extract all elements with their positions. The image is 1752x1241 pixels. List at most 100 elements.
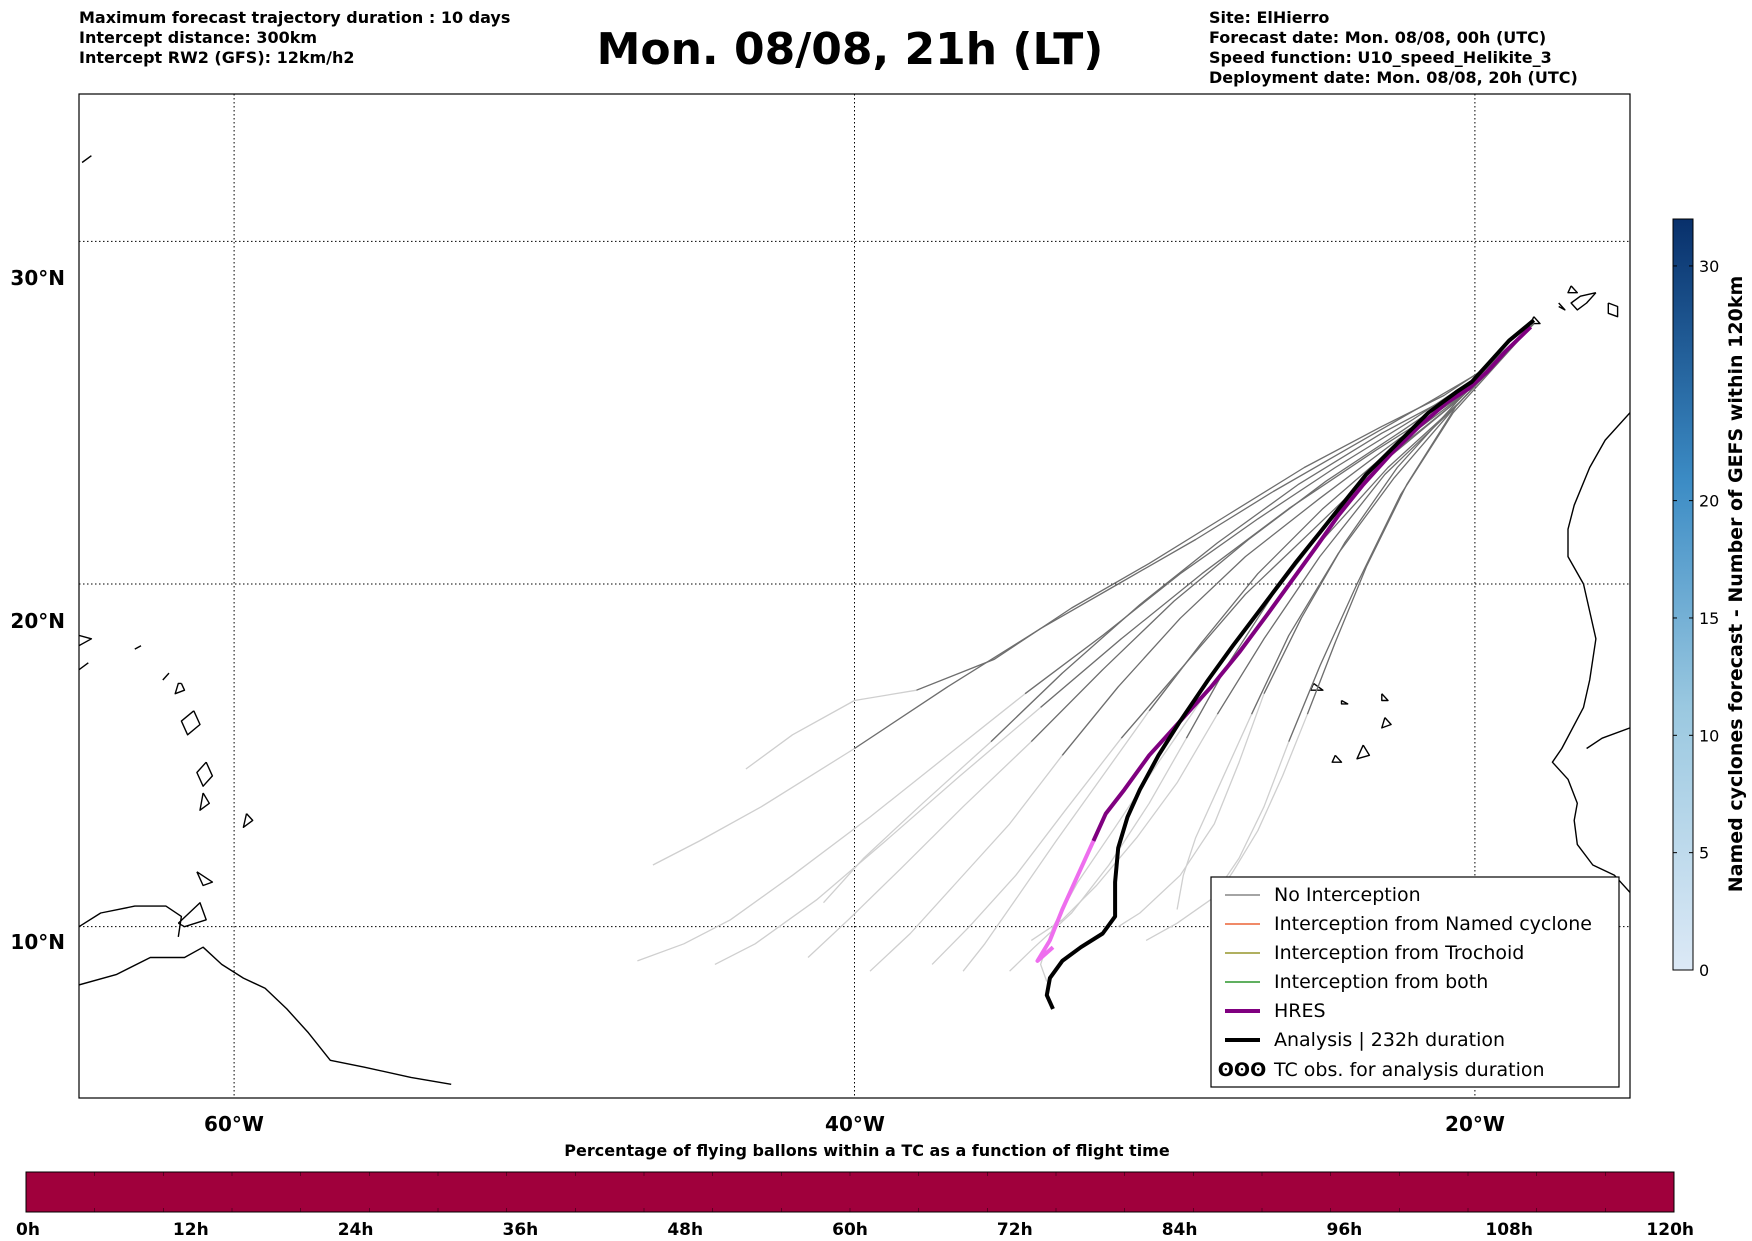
ensemble-track — [1216, 323, 1535, 715]
colorbar-right: 0 5 10 15 20 30 Named cyclones forecast - Num… — [1672, 218, 1747, 980]
coastline — [79, 662, 89, 671]
coastline — [1331, 754, 1343, 763]
coastline — [81, 155, 92, 164]
colorbar-right-tick-label: 10 — [1699, 726, 1719, 745]
legend-box — [1210, 876, 1620, 1088]
intercept-rw2-text: Intercept RW2 (GFS): 12km/h2 — [79, 48, 355, 67]
colorbar-bottom-tick-label: 0h — [16, 1220, 40, 1240]
colorbar-right-tick-label: 20 — [1699, 492, 1719, 511]
coastline — [196, 871, 214, 887]
colorbar-right-bar — [1672, 218, 1694, 971]
coastline — [1570, 292, 1597, 311]
speed-function-text: Speed function: U10_speed_Helikite_3 — [1209, 48, 1552, 67]
lat-tick-label: 10°N — [10, 930, 65, 954]
ensemble-track-late — [1213, 642, 1336, 900]
ensemble-track — [854, 323, 1535, 750]
header-right-info: Site: ElHierro Forecast date: Mon. 08/08… — [1209, 8, 1578, 88]
hres-trajectory — [1035, 325, 1533, 963]
page-title: Mon. 08/08, 21h (LT) — [596, 24, 1104, 75]
coastline — [1381, 717, 1392, 729]
coastline — [79, 905, 183, 938]
colorbar-right-label: Named cyclones forecast - Number of GEFS… — [1725, 276, 1747, 893]
colorbar-bottom-tick-label: 24h — [338, 1220, 374, 1240]
coastline — [79, 634, 93, 647]
colorbar-right-ticks: 0 5 10 15 20 30 — [1673, 257, 1719, 980]
legend-label: Interception from Named cyclone — [1274, 913, 1592, 935]
coastline — [79, 946, 452, 1085]
coastlines — [79, 135, 1661, 1085]
lon-tick-label: 60°W — [204, 1112, 264, 1136]
coastline — [1607, 302, 1619, 318]
legend-label: No Interception — [1274, 884, 1421, 906]
coastline — [242, 813, 254, 828]
legend-label: Interception from Trochoid — [1274, 942, 1524, 964]
colorbar-bottom-tick-labels: 0h 12h 24h 36h 48h 60h 72h 84h 96h 108h 120h — [16, 1220, 1694, 1240]
colorbar-bottom-tick-label: 60h — [832, 1220, 868, 1240]
lon-tick-label: 20°W — [1445, 1112, 1505, 1136]
coastline — [1551, 412, 1630, 893]
map-frame — [78, 93, 1631, 1099]
ensemble-track-late — [745, 658, 995, 770]
ensemble-track — [916, 323, 1535, 691]
legend-label: Interception from both — [1274, 971, 1488, 993]
coastline — [1340, 699, 1349, 705]
legend-label: Analysis | 232h duration — [1274, 1029, 1505, 1051]
coastline — [1567, 285, 1579, 294]
colorbar-bottom-tick-label: 84h — [1162, 1220, 1198, 1240]
ensemble-track — [1263, 323, 1535, 694]
coastline — [1586, 727, 1630, 750]
legend: No Interception Interception from Named … — [1210, 876, 1620, 1088]
ensemble-track — [1207, 323, 1535, 691]
colorbar-bottom-tick-label: 12h — [173, 1220, 209, 1240]
coastline — [180, 710, 201, 736]
ensemble-track — [990, 323, 1535, 743]
ensemble-track — [1288, 323, 1535, 742]
ensemble-track — [1185, 323, 1535, 739]
colorbar-right-tick-label: 30 — [1699, 257, 1719, 276]
coastline — [162, 672, 170, 681]
coastline — [1633, 135, 1661, 149]
intercept-distance-text: Intercept distance: 300km — [79, 28, 318, 47]
hres-track — [1091, 325, 1533, 842]
lat-tick-label: 30°N — [10, 266, 65, 290]
site-text: Site: ElHierro — [1209, 8, 1330, 27]
header-left-info: Maximum forecast trajectory duration : 1… — [79, 8, 510, 68]
deployment-date-text: Deployment date: Mon. 08/08, 20h (UTC) — [1209, 68, 1578, 87]
max-duration-text: Maximum forecast trajectory duration : 1… — [79, 8, 511, 27]
lon-tick-label: 40°W — [825, 1112, 885, 1136]
ensemble-track — [1120, 323, 1535, 739]
legend-label: HRES — [1274, 1000, 1326, 1022]
colorbar-bottom-tick-label: 72h — [997, 1220, 1033, 1240]
colorbar-bottom-tick-label: 36h — [503, 1220, 539, 1240]
colorbar-bottom-tick-label: 108h — [1485, 1220, 1533, 1240]
colorbar-bottom: Percentage of flying ballons within a TC… — [16, 1141, 1694, 1240]
analysis-trajectory — [1044, 318, 1536, 1010]
colorbar-bottom-title: Percentage of flying ballons within a TC… — [564, 1141, 1170, 1160]
coastline — [1356, 744, 1371, 760]
colorbar-bottom-tick-label: 120h — [1646, 1220, 1694, 1240]
coastline — [174, 682, 186, 695]
longitude-tick-labels: 60°W 40°W 20°W — [204, 1112, 1505, 1136]
coastline — [196, 761, 214, 787]
coastline — [1381, 693, 1389, 702]
colorbar-right-tick-label: 15 — [1699, 609, 1719, 628]
legend-label: TC obs. for analysis duration — [1273, 1059, 1545, 1081]
forecast-date-text: Forecast date: Mon. 08/08, 00h (UTC) — [1209, 28, 1547, 47]
coastline — [134, 645, 142, 650]
ensemble-track — [1040, 323, 1535, 708]
coastline — [199, 792, 211, 811]
colorbar-right-tick-label: 0 — [1699, 961, 1709, 980]
colorbar-bottom-bar — [25, 1171, 1675, 1213]
colorbar-right-tick-label: 5 — [1699, 844, 1709, 863]
coastline — [1558, 302, 1566, 311]
colorbar-bottom-tick-label: 48h — [667, 1220, 703, 1240]
colorbar-bottom-minor-ticks — [94, 1172, 1675, 1212]
ensemble-track-late — [1009, 665, 1228, 972]
hres-track-late — [1035, 840, 1096, 963]
analysis-track — [1044, 318, 1536, 1010]
coastline — [177, 902, 207, 928]
ensemble-track-late — [869, 686, 1119, 972]
colorbar-bottom-tick-label: 96h — [1327, 1220, 1363, 1240]
lat-tick-label: 20°N — [10, 609, 65, 633]
